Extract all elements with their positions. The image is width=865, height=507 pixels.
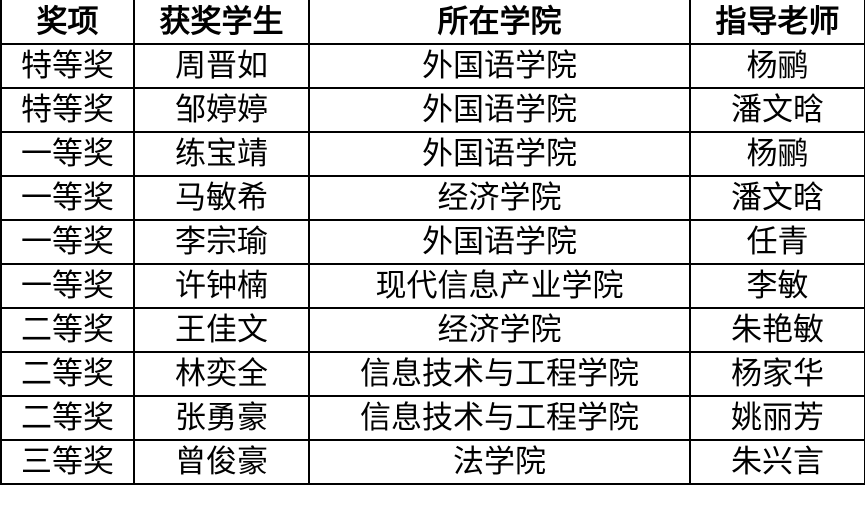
- table-row: 一等奖 许钟楠 现代信息产业学院 李敏: [0, 263, 865, 309]
- table-row: 二等奖 张勇豪 信息技术与工程学院 姚丽芳: [0, 395, 865, 441]
- award-cell: 一等奖: [0, 175, 135, 221]
- advisor-cell: 李敏: [689, 263, 865, 309]
- college-cell: 信息技术与工程学院: [308, 351, 691, 397]
- student-cell: 周晋如: [133, 43, 310, 89]
- student-cell: 李宗瑜: [133, 219, 310, 265]
- award-cell: 特等奖: [0, 43, 135, 89]
- student-cell: 马敏希: [133, 175, 310, 221]
- header-college: 所在学院: [308, 0, 691, 45]
- student-cell: 张勇豪: [133, 395, 310, 441]
- table-row: 一等奖 李宗瑜 外国语学院 任青: [0, 219, 865, 265]
- student-cell: 王佳文: [133, 307, 310, 353]
- header-row: 奖项 获奖学生 所在学院 指导老师: [0, 0, 865, 45]
- award-cell: 二等奖: [0, 307, 135, 353]
- table-row: 二等奖 王佳文 经济学院 朱艳敏: [0, 307, 865, 353]
- college-cell: 经济学院: [308, 307, 691, 353]
- advisor-cell: 任青: [689, 219, 865, 265]
- advisor-cell: 姚丽芳: [689, 395, 865, 441]
- table-row: 特等奖 邹婷婷 外国语学院 潘文晗: [0, 87, 865, 133]
- table-row: 一等奖 马敏希 经济学院 潘文晗: [0, 175, 865, 221]
- awards-table: 奖项 获奖学生 所在学院 指导老师 特等奖 周晋如 外国语学院 杨鹂 特等奖 邹婷婷 外国语…: [0, 0, 865, 485]
- student-cell: 练宝靖: [133, 131, 310, 177]
- college-cell: 外国语学院: [308, 131, 691, 177]
- college-cell: 信息技术与工程学院: [308, 395, 691, 441]
- college-cell: 外国语学院: [308, 43, 691, 89]
- student-cell: 许钟楠: [133, 263, 310, 309]
- award-cell: 二等奖: [0, 395, 135, 441]
- student-cell: 林奕全: [133, 351, 310, 397]
- advisor-cell: 杨鹂: [689, 43, 865, 89]
- student-cell: 曾俊豪: [133, 439, 310, 485]
- college-cell: 外国语学院: [308, 87, 691, 133]
- award-cell: 一等奖: [0, 263, 135, 309]
- advisor-cell: 潘文晗: [689, 87, 865, 133]
- college-cell: 法学院: [308, 439, 691, 485]
- header-advisor: 指导老师: [689, 0, 865, 45]
- award-cell: 三等奖: [0, 439, 135, 485]
- advisor-cell: 朱艳敏: [689, 307, 865, 353]
- award-cell: 二等奖: [0, 351, 135, 397]
- table-row: 二等奖 林奕全 信息技术与工程学院 杨家华: [0, 351, 865, 397]
- header-award: 奖项: [0, 0, 135, 45]
- college-cell: 外国语学院: [308, 219, 691, 265]
- table-row: 一等奖 练宝靖 外国语学院 杨鹂: [0, 131, 865, 177]
- advisor-cell: 朱兴言: [689, 439, 865, 485]
- table-row: 特等奖 周晋如 外国语学院 杨鹂: [0, 43, 865, 89]
- advisor-cell: 杨鹂: [689, 131, 865, 177]
- advisor-cell: 杨家华: [689, 351, 865, 397]
- student-cell: 邹婷婷: [133, 87, 310, 133]
- header-student: 获奖学生: [133, 0, 310, 45]
- award-cell: 一等奖: [0, 219, 135, 265]
- table-row: 三等奖 曾俊豪 法学院 朱兴言: [0, 439, 865, 485]
- college-cell: 经济学院: [308, 175, 691, 221]
- award-cell: 特等奖: [0, 87, 135, 133]
- advisor-cell: 潘文晗: [689, 175, 865, 221]
- award-cell: 一等奖: [0, 131, 135, 177]
- college-cell: 现代信息产业学院: [308, 263, 691, 309]
